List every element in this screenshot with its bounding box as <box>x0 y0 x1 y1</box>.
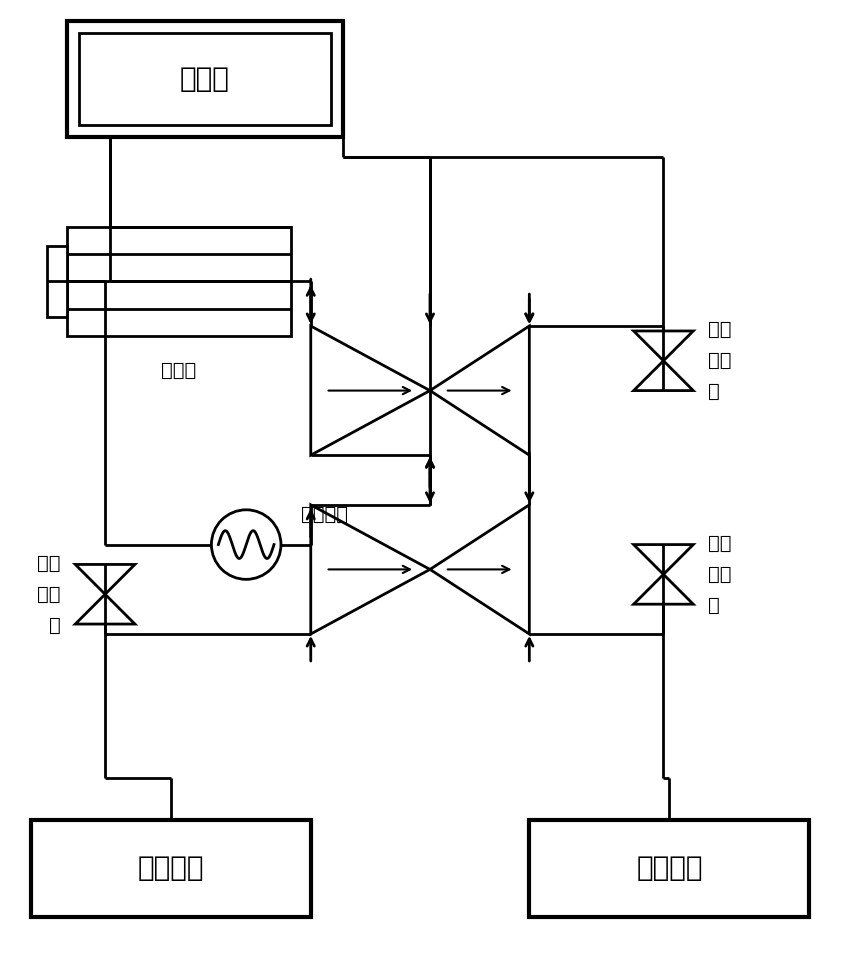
Bar <box>48 246 67 316</box>
Text: 排气环境: 排气环境 <box>635 854 702 882</box>
Text: 废气
调节
阀: 废气 调节 阀 <box>707 320 731 401</box>
Text: 废气
放气
阀: 废气 放气 阀 <box>707 534 731 615</box>
Bar <box>31 820 310 917</box>
Bar <box>79 33 330 126</box>
Text: 中冷器: 中冷器 <box>161 362 196 380</box>
Bar <box>529 820 809 917</box>
Bar <box>67 21 342 137</box>
Text: 级间冷却: 级间冷却 <box>300 505 347 525</box>
Text: 进气环境: 进气环境 <box>137 854 204 882</box>
Bar <box>67 226 291 336</box>
Text: 发动机: 发动机 <box>180 65 229 93</box>
Text: 进气
旁通
阀: 进气 旁通 阀 <box>37 553 61 635</box>
